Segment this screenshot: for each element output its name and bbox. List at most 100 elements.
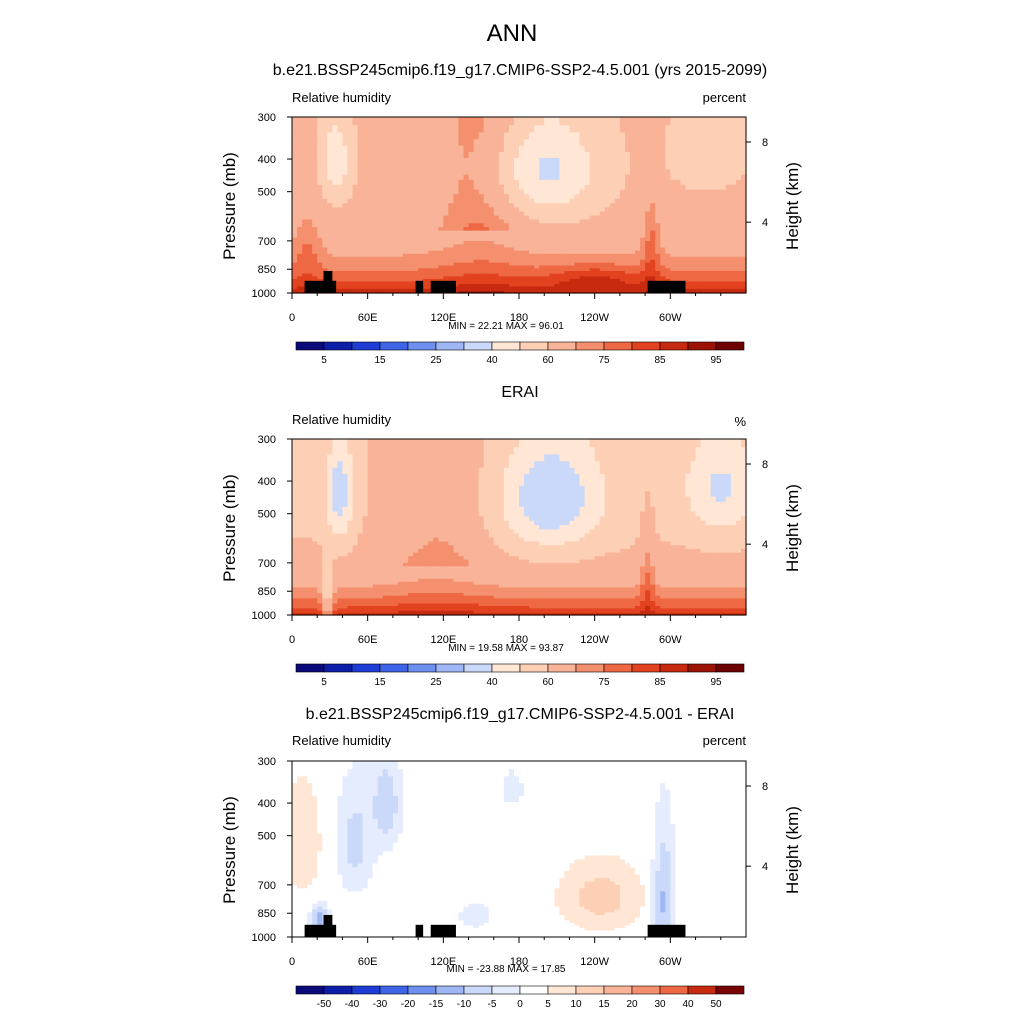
heatmap-cell xyxy=(463,264,470,269)
heatmap-cell xyxy=(564,592,571,596)
heatmap-cell xyxy=(635,226,641,231)
heatmap-cell xyxy=(539,210,545,216)
heatmap-cell xyxy=(473,157,480,164)
heatmap-cell xyxy=(660,605,666,609)
heatmap-cell xyxy=(614,592,621,596)
heatmap-cell xyxy=(488,592,495,596)
heatmap-cell xyxy=(740,595,747,599)
heatmap-cell xyxy=(347,222,354,227)
heatmap-cell xyxy=(700,138,707,146)
heatmap-cell xyxy=(594,278,601,282)
heatmap-cell xyxy=(408,607,414,611)
heatmap-cell xyxy=(584,151,591,158)
heatmap-cell xyxy=(408,270,414,274)
heatmap-cell xyxy=(448,270,455,274)
heatmap-cell xyxy=(534,222,540,227)
heatmap-cell xyxy=(448,131,455,140)
heatmap-cell xyxy=(352,586,359,591)
heatmap-cell xyxy=(695,218,702,224)
heatmap-cell xyxy=(660,273,666,277)
colorbar-label: 75 xyxy=(598,355,610,366)
heatmap-cell xyxy=(387,198,394,204)
heatmap-cell xyxy=(619,138,626,146)
heatmap-cell xyxy=(549,592,555,596)
heatmap-cell xyxy=(700,117,707,126)
heatmap-cell xyxy=(529,278,535,282)
heatmap-cell xyxy=(614,124,621,133)
heatmap-cell xyxy=(468,267,475,272)
heatmap-cell xyxy=(438,206,444,212)
heatmap-cell xyxy=(327,163,333,170)
heatmap-cell xyxy=(629,278,636,282)
heatmap-cell xyxy=(665,264,671,269)
heatmap-cell xyxy=(539,288,545,292)
heatmap-cell xyxy=(579,188,586,195)
heatmap-cell xyxy=(402,595,409,599)
heatmap-cell xyxy=(367,595,374,599)
heatmap-cell xyxy=(513,179,520,185)
heatmap-cell xyxy=(554,243,560,248)
heatmap-cell xyxy=(569,267,576,272)
heatmap-cell xyxy=(458,188,465,195)
heatmap-cell xyxy=(705,270,712,274)
heatmap-cell xyxy=(619,145,626,152)
heatmap-cell xyxy=(539,218,545,224)
heatmap-cell xyxy=(730,250,737,254)
heatmap-cell xyxy=(508,168,515,175)
heatmap-cell xyxy=(629,595,636,599)
heatmap-cell xyxy=(297,285,303,289)
heatmap-cell xyxy=(392,285,399,289)
heatmap-cell xyxy=(458,184,465,190)
heatmap-cell xyxy=(599,285,606,289)
heatmap-cell xyxy=(297,288,303,292)
heatmap-cell xyxy=(473,243,480,248)
heatmap-cell xyxy=(564,262,571,266)
heatmap-cell xyxy=(433,600,439,604)
heatmap-cell xyxy=(730,270,737,274)
heatmap-cell xyxy=(382,218,389,224)
heatmap-cell xyxy=(524,240,530,245)
heatmap-cell xyxy=(377,600,384,604)
heatmap-cell xyxy=(584,250,591,254)
heatmap-cell xyxy=(352,612,359,616)
heatmap-cell xyxy=(347,607,354,611)
heatmap-cell xyxy=(730,168,737,175)
heatmap-cell xyxy=(564,188,571,195)
heatmap-cell xyxy=(367,592,374,596)
heatmap-cell xyxy=(645,193,651,199)
heatmap-cell xyxy=(594,124,601,133)
heatmap-cell xyxy=(362,168,369,175)
heatmap-cell xyxy=(402,256,409,260)
heatmap-cell xyxy=(559,233,565,238)
heatmap-cell xyxy=(367,163,374,170)
heatmap-cell xyxy=(574,612,581,616)
heatmap-cell xyxy=(559,246,565,251)
heatmap-cell xyxy=(297,243,303,248)
heatmap-cell xyxy=(438,273,444,277)
heatmap-cell xyxy=(705,259,712,263)
heatmap-cell xyxy=(357,290,364,294)
heatmap-cell xyxy=(564,117,571,126)
heatmap-cell xyxy=(408,198,414,204)
heatmap-cell xyxy=(589,233,596,238)
heatmap-cell xyxy=(524,259,530,263)
heatmap-cell xyxy=(397,253,404,257)
heatmap-cell xyxy=(740,267,747,272)
heatmap-cell xyxy=(508,602,515,606)
heatmap-cell xyxy=(730,275,737,279)
heatmap-cell xyxy=(675,607,682,611)
heatmap-cell xyxy=(670,138,676,146)
heatmap-cell xyxy=(690,250,697,254)
heatmap-cell xyxy=(332,602,338,606)
heatmap-cell xyxy=(720,607,727,611)
heatmap-cell xyxy=(549,237,555,241)
heatmap-cell xyxy=(332,275,338,279)
heatmap-cell xyxy=(715,250,722,254)
heatmap-cell xyxy=(685,280,692,284)
heatmap-cell xyxy=(559,253,565,257)
heatmap-cell xyxy=(599,267,606,272)
heatmap-cell xyxy=(584,168,591,175)
heatmap-cell xyxy=(660,243,666,248)
heatmap-cell xyxy=(735,198,742,204)
colorbar-swatch xyxy=(295,341,325,351)
